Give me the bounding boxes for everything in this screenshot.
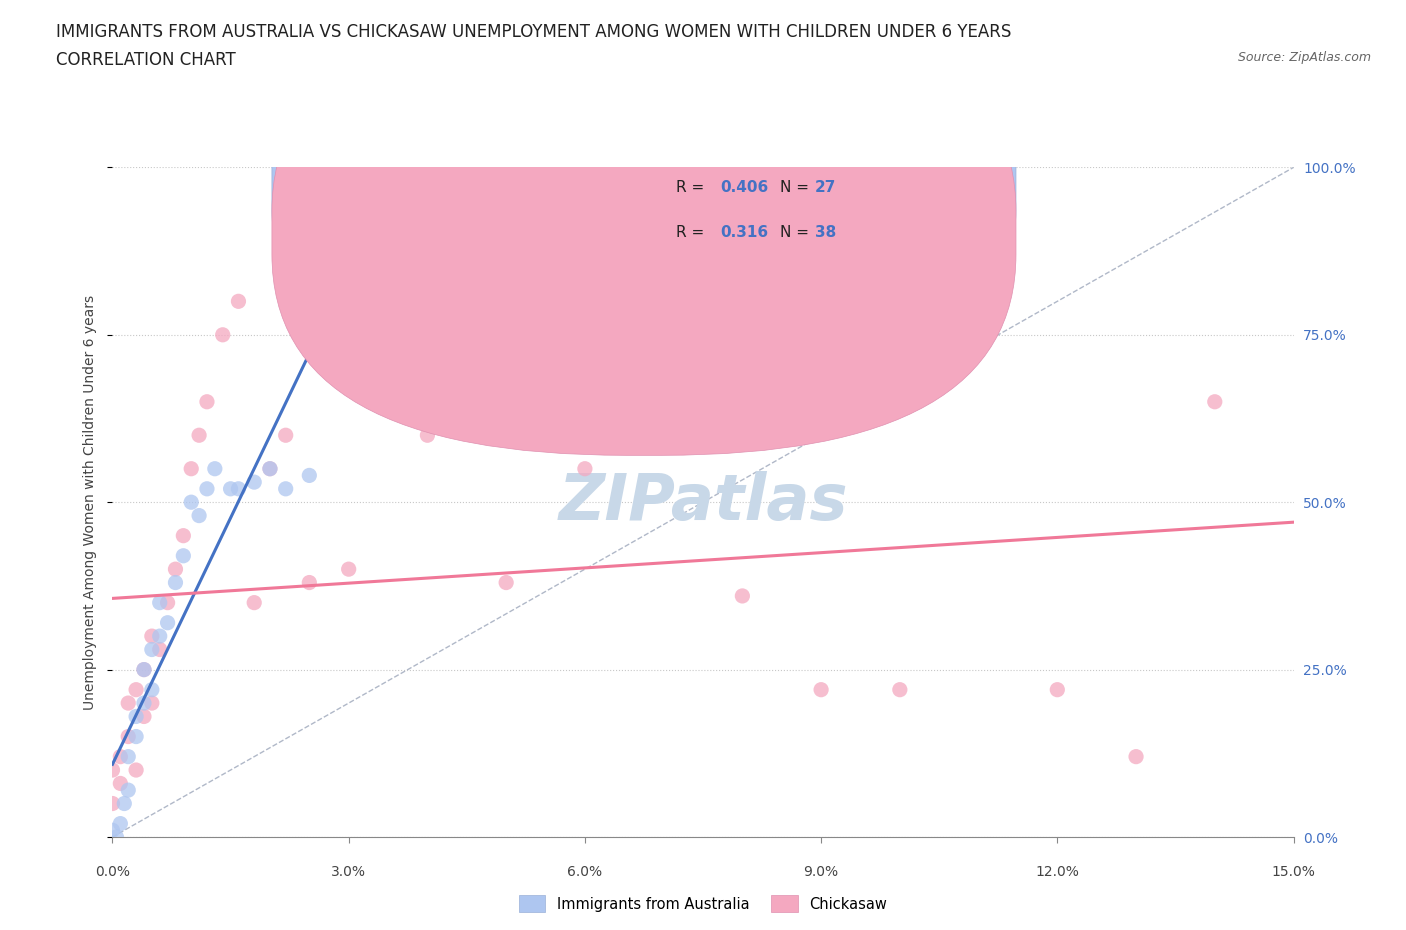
Point (274, 428, 297, 443)
Point (889, 683, 911, 698)
Point (149, 642, 172, 657)
Point (125, 683, 148, 698)
Text: CORRELATION CHART: CORRELATION CHART (56, 51, 236, 69)
Text: 6.0%: 6.0% (568, 865, 602, 879)
Point (172, 528, 194, 543)
Point (149, 629, 172, 644)
Point (243, 595, 266, 610)
Text: 0.406: 0.406 (721, 180, 769, 195)
Point (117, 750, 139, 764)
Text: R =: R = (676, 225, 709, 240)
Point (195, 394, 218, 409)
Point (141, 696, 163, 711)
Point (110, 776, 132, 790)
Point (117, 729, 139, 744)
Text: IMMIGRANTS FROM AUSTRALIA VS CHICKASAW UNEMPLOYMENT AMONG WOMEN WITH CHILDREN UN: IMMIGRANTS FROM AUSTRALIA VS CHICKASAW U… (56, 23, 1011, 41)
Point (298, 468, 321, 483)
Legend: Immigrants from Australia, Chickasaw: Immigrants from Australia, Chickasaw (513, 890, 893, 918)
Point (211, 327, 233, 342)
Point (112, 796, 135, 811)
Text: R =: R = (676, 180, 709, 195)
Point (337, 562, 360, 577)
Text: 0.316: 0.316 (721, 225, 769, 240)
Text: 27: 27 (815, 180, 837, 195)
Point (1125, 750, 1147, 764)
Text: 9.0%: 9.0% (804, 865, 838, 879)
Point (156, 616, 179, 631)
Point (298, 575, 321, 590)
Point (613, 374, 636, 389)
Point (149, 595, 172, 610)
Point (416, 428, 439, 443)
Text: 3.0%: 3.0% (332, 865, 366, 879)
Point (141, 629, 163, 644)
Point (125, 709, 148, 724)
Text: ZIPatlas: ZIPatlas (558, 472, 848, 533)
Point (322, 361, 344, 376)
Point (101, 763, 124, 777)
Y-axis label: Unemployment Among Women with Children Under 6 years: Unemployment Among Women with Children U… (83, 295, 97, 710)
Point (117, 696, 139, 711)
Point (195, 482, 218, 497)
Text: Source: ZipAtlas.com: Source: ZipAtlas.com (1237, 51, 1371, 64)
Point (101, 796, 124, 811)
FancyBboxPatch shape (596, 171, 915, 281)
Point (105, 830, 128, 844)
Text: 0.0%: 0.0% (96, 865, 129, 879)
Point (110, 817, 132, 831)
Point (1204, 394, 1226, 409)
Point (125, 763, 148, 777)
Point (243, 474, 266, 489)
Text: N =: N = (780, 225, 814, 240)
Point (495, 575, 517, 590)
Point (652, 361, 675, 376)
Point (228, 294, 250, 309)
Point (132, 696, 155, 711)
Point (204, 461, 226, 476)
Point (132, 709, 155, 724)
Point (228, 482, 250, 497)
Point (274, 482, 297, 497)
Point (110, 750, 132, 764)
Text: 38: 38 (815, 225, 837, 240)
Point (731, 589, 754, 604)
Point (259, 461, 281, 476)
Point (117, 783, 139, 798)
Text: 12.0%: 12.0% (1035, 865, 1080, 879)
Point (141, 683, 163, 698)
Point (180, 495, 202, 510)
Point (574, 461, 596, 476)
Point (172, 549, 194, 564)
Point (180, 461, 202, 476)
Point (132, 662, 155, 677)
Point (165, 575, 187, 590)
Point (188, 428, 211, 443)
Point (141, 642, 163, 657)
Point (1046, 683, 1069, 698)
Point (165, 562, 187, 577)
Point (219, 482, 242, 497)
Point (810, 683, 832, 698)
Point (259, 461, 281, 476)
Point (132, 662, 155, 677)
FancyBboxPatch shape (271, 10, 1017, 456)
Text: N =: N = (780, 180, 814, 195)
Point (125, 729, 148, 744)
Point (156, 595, 179, 610)
FancyBboxPatch shape (271, 0, 1017, 410)
Point (101, 823, 124, 838)
Point (188, 508, 211, 523)
Text: 15.0%: 15.0% (1271, 865, 1316, 879)
